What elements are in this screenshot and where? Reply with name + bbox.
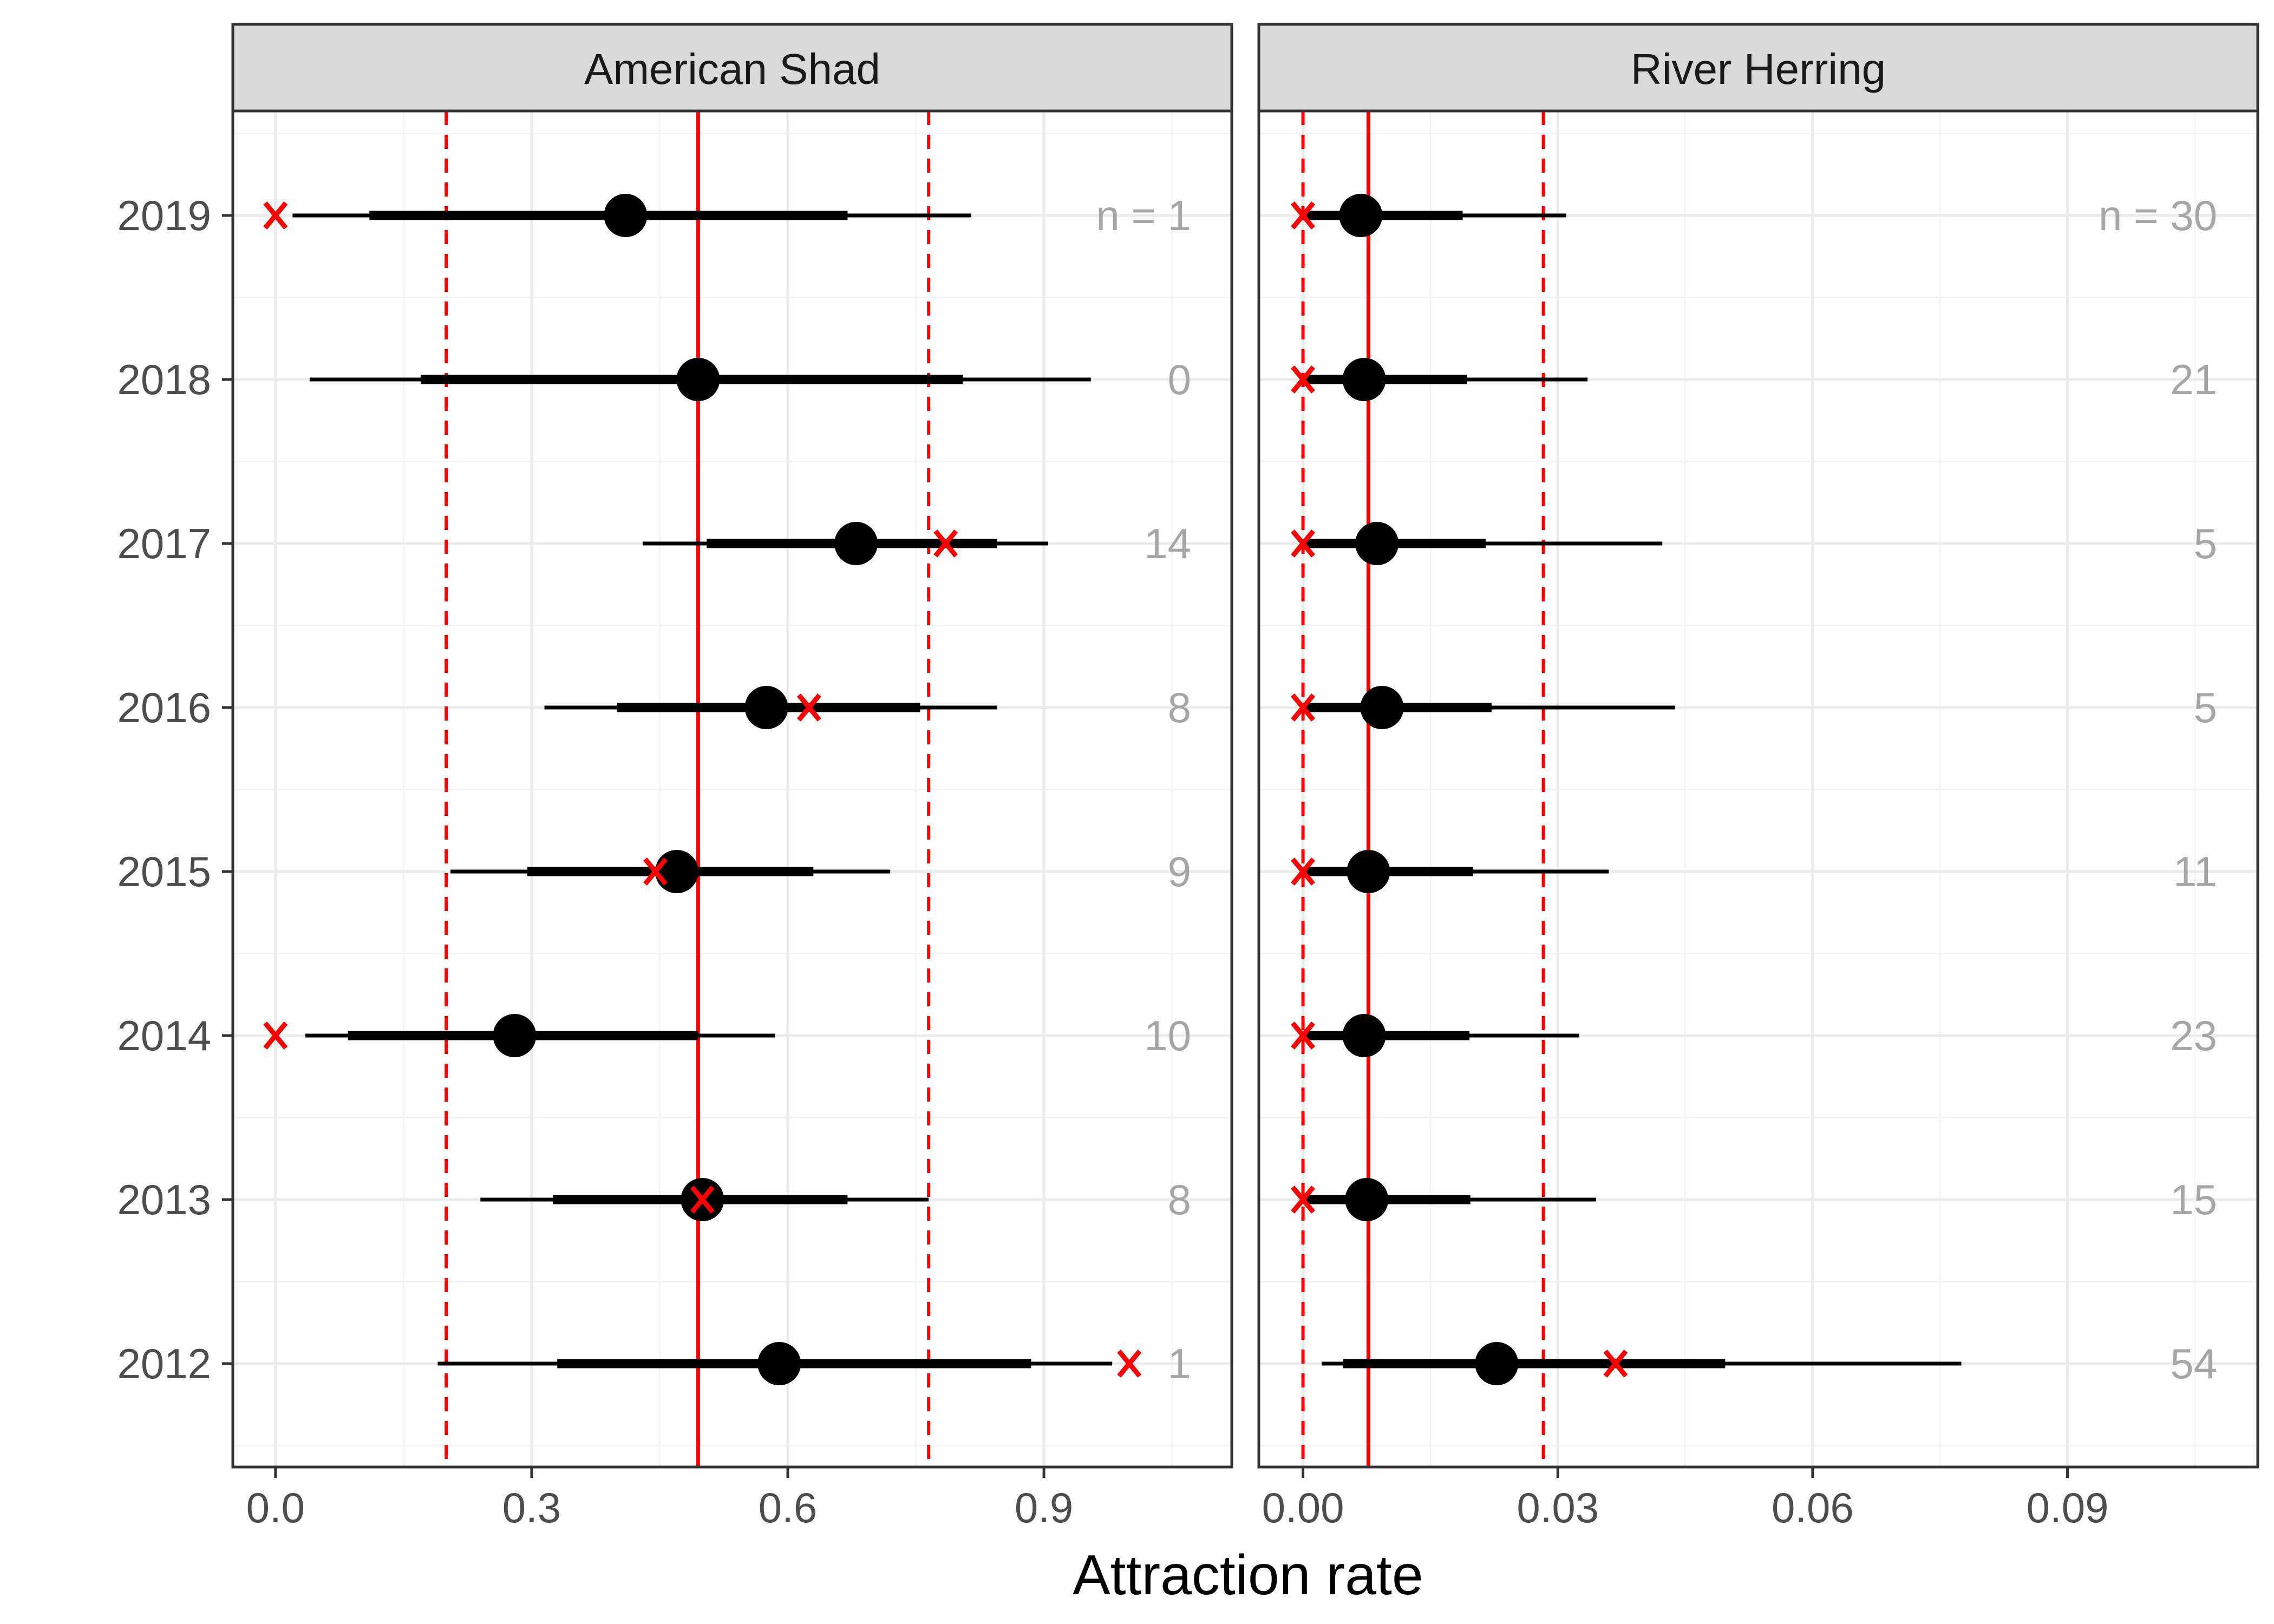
panel-american-shad: n = 1 0 14 8 9 10 8 1 American Shad 0.0 0.3 0.6 0.9 (231, 23, 1233, 1531)
y-tick-label: 2014 (117, 1012, 211, 1059)
y-tick-label: 2015 (117, 848, 211, 895)
sample-size-label: 15 (2170, 1176, 2217, 1223)
x-axis-label: Attraction rate (1073, 1544, 1423, 1607)
sample-size-label: 8 (1168, 684, 1191, 731)
x-tick-label: 0.06 (1772, 1484, 1854, 1531)
observed-marker (1291, 693, 1316, 722)
x-tick-label: 0.09 (2027, 1484, 2109, 1531)
y-tick-label: 2013 (117, 1176, 211, 1223)
observed-marker (1291, 857, 1316, 886)
estimate-point (1360, 686, 1404, 729)
observed-marker (1291, 365, 1316, 394)
row-2017: 5 (1291, 520, 2217, 567)
sample-size-label: 54 (2170, 1340, 2217, 1387)
row-2014: 23 (1291, 1012, 2217, 1059)
panel-river-herring: n = 30 21 5 5 11 23 15 54 River Herring 0.00 0.03 0… (1257, 23, 2259, 1531)
x-tick-label: 0.6 (759, 1484, 817, 1531)
facet-strip (231, 23, 1233, 113)
sample-size-label: n = 30 (2099, 192, 2217, 239)
y-tick-label: 2019 (117, 192, 211, 239)
estimate-point (1345, 1178, 1389, 1221)
row-2013: 8 (480, 1176, 1191, 1223)
facet-strip (1257, 23, 2259, 113)
estimate-point (655, 850, 698, 893)
sample-size-label: 9 (1168, 848, 1191, 895)
observed-marker (1291, 1186, 1316, 1214)
row-2015: 9 (450, 848, 1191, 895)
estimate-point (1355, 522, 1399, 565)
row-2013: 15 (1291, 1176, 2217, 1223)
estimate-point (676, 358, 720, 401)
x-tick-label: 0.03 (1517, 1484, 1599, 1531)
sample-size-label: 21 (2170, 356, 2217, 403)
sample-size-label: 1 (1168, 1340, 1191, 1387)
observed-marker (690, 1186, 715, 1214)
observed-marker (1291, 529, 1316, 558)
observed-marker (1291, 201, 1316, 230)
row-2019: n = 30 (1291, 192, 2217, 239)
observed-marker (643, 857, 668, 886)
estimate-point (1342, 1014, 1386, 1057)
row-2014: 10 (263, 1012, 1191, 1059)
y-tick-label: 2016 (117, 684, 211, 731)
x-tick-label: 0.0 (246, 1484, 305, 1531)
estimate-point (1347, 850, 1390, 893)
estimate-point (757, 1342, 801, 1385)
row-2019: n = 1 (263, 192, 1191, 239)
observed-marker (1603, 1350, 1628, 1378)
sample-size-label: 11 (2173, 848, 2217, 895)
row-2012: 54 (1322, 1340, 2217, 1387)
facet-title: American Shad (584, 45, 880, 93)
observed-marker (796, 693, 821, 722)
observed-marker (1117, 1350, 1142, 1378)
observed-marker (263, 201, 288, 230)
estimate-point (493, 1014, 537, 1057)
sample-size-label: 5 (2194, 520, 2217, 567)
sample-size-label: 8 (1168, 1176, 1191, 1223)
row-2018: 0 (309, 356, 1191, 403)
row-2015: 11 (1291, 848, 2217, 895)
sample-size-label: n = 1 (1096, 192, 1191, 239)
sample-size-label: 5 (2194, 684, 2217, 731)
x-tick-label: 0.9 (1015, 1484, 1073, 1531)
y-axis: 2019 2018 2017 2016 2015 2014 2013 2012 (117, 192, 233, 1387)
y-tick-label: 2018 (117, 356, 211, 403)
row-2012: 1 (437, 1340, 1191, 1387)
y-tick-label: 2012 (117, 1340, 211, 1387)
observed-marker (933, 529, 958, 558)
sample-size-label: 23 (2170, 1012, 2217, 1059)
sample-size-label: 10 (1144, 1012, 1191, 1059)
estimate-point (1342, 358, 1386, 401)
estimate-point (834, 522, 878, 565)
estimate-point (1339, 194, 1383, 237)
estimate-point (604, 194, 648, 237)
row-2018: 21 (1291, 356, 2217, 403)
estimate-point (1475, 1342, 1519, 1385)
sample-size-label: 0 (1168, 356, 1191, 403)
x-tick-label: 0.3 (502, 1484, 561, 1531)
observed-marker (1291, 1021, 1316, 1050)
row-2016: 5 (1291, 684, 2217, 731)
sample-size-label: 14 (1144, 520, 1191, 567)
y-tick-label: 2017 (117, 520, 211, 567)
row-2016: 8 (544, 684, 1191, 731)
estimate-point (744, 686, 788, 729)
row-2017: 14 (642, 520, 1191, 567)
facet-title: River Herring (1631, 45, 1886, 93)
x-tick-label: 0.00 (1262, 1484, 1344, 1531)
observed-marker (263, 1021, 288, 1050)
